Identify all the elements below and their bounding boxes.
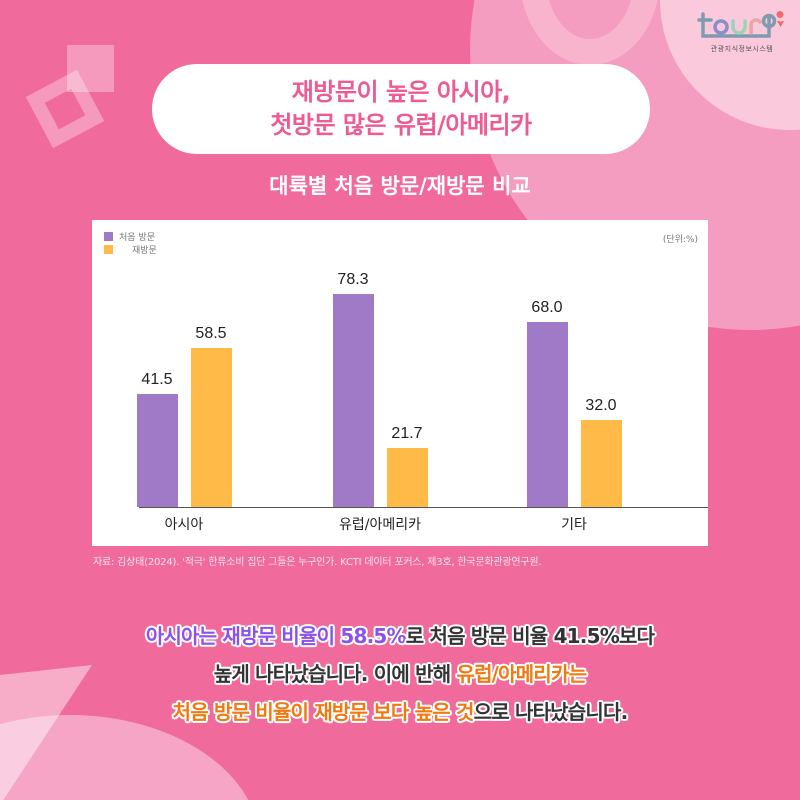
title-banner: 재방문이 높은 아시아, 첫방문 많은 유럽/아메리카 [152, 64, 650, 154]
chart-subtitle: 대륙별 처음 방문/재방문 비교 [269, 174, 531, 198]
summary-text: 아시아는 재방문 비율이 58.5%로 처음 방문 비율 41.5%보다 높게 … [0, 617, 800, 731]
legend-item-first-visit: 처음 방문 [104, 230, 157, 243]
bar-value-label: 78.3 [337, 271, 369, 288]
bar-plot: 41.5 58.5 아시아 78.3 21.7 유럽/아메리카 68.0 32.0 기타 [92, 220, 708, 546]
x-axis-category-label: 유럽/아메리카 [339, 517, 421, 533]
legend-label: 재방문 [132, 246, 157, 256]
source-citation: 자료: 김상태(2024). '적극' 한류소비 집단 그들은 누구인가. KC… [93, 557, 542, 568]
summary-line-3: 처음 방문 비율이 재방문 보다 높은 것으로 나타났습니다. [0, 693, 800, 731]
x-axis-category-label: 아시아 [164, 517, 204, 533]
bar-value-label: 68.0 [531, 299, 563, 316]
bar-first-visit [526, 322, 568, 507]
bar-revisit [190, 348, 232, 507]
x-axis-line [139, 507, 708, 508]
summary-highlight: 아시아는 재방문 비율이 58.5% [145, 624, 407, 648]
bar-value-label: 58.5 [195, 325, 227, 342]
x-axis-category-label: 기타 [561, 517, 587, 533]
bar-value-label: 32.0 [585, 397, 617, 414]
chart-panel: 처음 방문 재방문 (단위:%) 41.5 58.5 아시아 78.3 21.7 유럽/아… [92, 220, 708, 546]
summary-highlight: 처음 방문 비율이 재방문 보다 높은 것 [172, 700, 475, 724]
summary-text-plain: 높게 나타났습니다. 이에 반해 [213, 662, 457, 686]
logo: 관광지식정보시스템 [692, 8, 792, 54]
bar-first-visit [136, 394, 178, 507]
title-line-1: 재방문이 높은 아시아, [291, 78, 511, 106]
decorative-square [67, 45, 114, 92]
logo-subtitle: 관광지식정보시스템 [710, 45, 774, 53]
summary-text-plain: 으로 나타났습니다. [473, 700, 629, 724]
summary-line-2: 높게 나타났습니다. 이에 반해 유럽/아메리카는 [0, 655, 800, 693]
bar-value-label: 41.5 [141, 371, 173, 388]
title-line-2: 첫방문 많은 유럽/아메리카 [270, 111, 532, 139]
bar-revisit [580, 420, 622, 507]
bar-revisit [386, 448, 428, 507]
logo-wordmark [692, 8, 792, 42]
legend-label: 처음 방문 [119, 233, 155, 243]
legend-item-revisit: 재방문 [104, 243, 157, 256]
bar-value-label: 21.7 [391, 425, 423, 442]
summary-line-1: 아시아는 재방문 비율이 58.5%로 처음 방문 비율 41.5%보다 [0, 617, 800, 655]
legend-swatch-orange [104, 245, 113, 254]
summary-text-plain: 로 처음 방문 비율 41.5%보다 [405, 624, 655, 648]
summary-highlight: 유럽/아메리카는 [456, 662, 587, 686]
legend-swatch-purple [104, 232, 113, 241]
chart-legend: 처음 방문 재방문 [104, 230, 157, 256]
unit-label: (단위:%) [662, 235, 698, 245]
tour9-logo-icon [697, 11, 784, 38]
bar-first-visit [332, 294, 374, 507]
